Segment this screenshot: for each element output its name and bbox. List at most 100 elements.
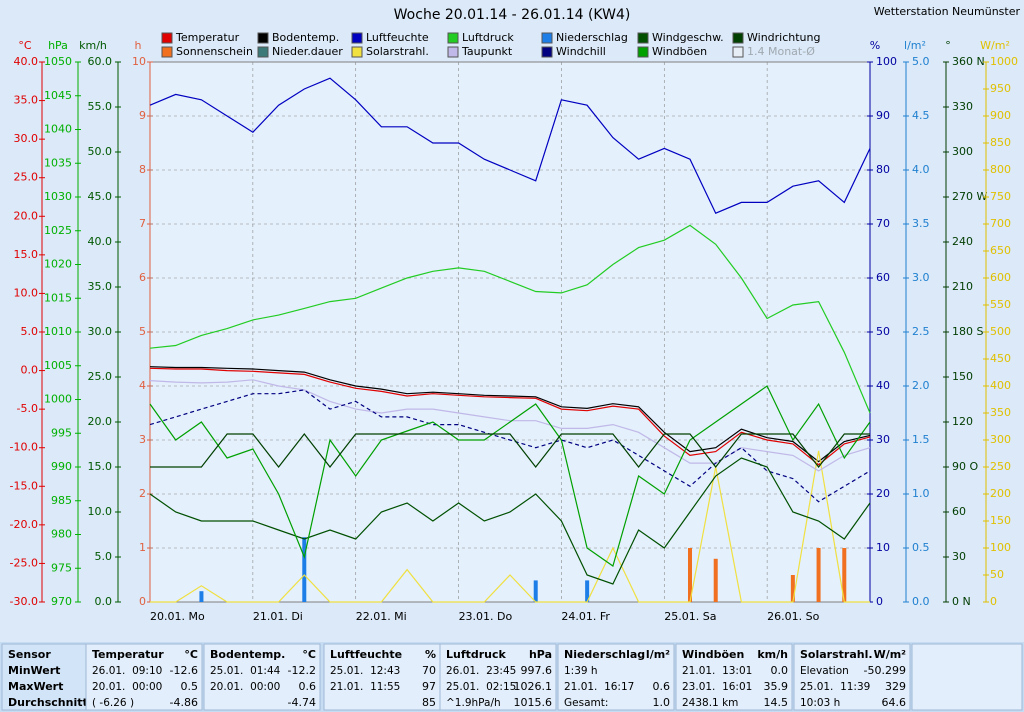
y-tick-label: 35.0 bbox=[88, 280, 113, 293]
y-tick-label: 700 bbox=[990, 217, 1011, 230]
y-tick-label: 995 bbox=[51, 426, 72, 439]
legend-swatch bbox=[637, 46, 649, 58]
cell-text: 23.01. 16:01 bbox=[682, 681, 752, 693]
column-header: Luftdruck bbox=[446, 648, 507, 661]
legend-swatch bbox=[351, 46, 363, 58]
cell-text: Gesamt: bbox=[564, 697, 608, 709]
cell-value: 1026.1 bbox=[514, 680, 553, 693]
column-header: Temperatur bbox=[92, 648, 164, 661]
y-tick-label: 850 bbox=[990, 136, 1011, 149]
y-tick-label: 1000 bbox=[990, 55, 1018, 68]
table-header: Sensor bbox=[8, 648, 51, 661]
y-tick-label: 1025 bbox=[44, 224, 72, 237]
column-header: Windböen bbox=[682, 648, 744, 661]
cell-value: 64.6 bbox=[882, 696, 907, 709]
legend-label: Windböen bbox=[652, 45, 707, 58]
y-tick-label: -20.0 bbox=[10, 518, 38, 531]
column-unit: °C bbox=[184, 648, 198, 661]
bar bbox=[688, 548, 692, 602]
legend-swatch bbox=[732, 46, 744, 58]
y-tick-label: 100 bbox=[990, 541, 1011, 554]
x-tick-label: 20.01. Mo bbox=[150, 610, 205, 623]
column-header: Bodentemp. bbox=[210, 648, 285, 661]
y-tick-label: 15.0 bbox=[14, 248, 39, 261]
y-tick-label: 10 bbox=[132, 55, 146, 68]
series-line bbox=[149, 367, 871, 466]
cell-value: 0.5 bbox=[181, 680, 199, 693]
cell-text: 1:39 h bbox=[564, 665, 598, 677]
legend-swatch bbox=[257, 46, 269, 58]
y-tick-label: 970 bbox=[51, 595, 72, 608]
cell-text: Elevation bbox=[800, 665, 849, 677]
y-tick-label: -25.0 bbox=[10, 556, 38, 569]
cell-value: 997.6 bbox=[521, 664, 553, 677]
legend-label: Windchill bbox=[556, 45, 606, 58]
y-tick-label: 35.0 bbox=[14, 94, 39, 107]
cell-value: -50.299 bbox=[864, 664, 906, 677]
bar bbox=[533, 580, 538, 602]
legend-label: Bodentemp. bbox=[272, 31, 339, 44]
series-line bbox=[149, 379, 871, 472]
y-tick-label: 90 bbox=[876, 109, 890, 122]
column-header: Solarstrahl. bbox=[800, 648, 873, 661]
bar bbox=[199, 591, 204, 602]
column-unit: hPa bbox=[529, 648, 552, 661]
legend-label: Solarstrahl. bbox=[366, 45, 429, 58]
x-tick-label: 25.01. Sa bbox=[664, 610, 716, 623]
y-tick-label: 20.0 bbox=[14, 209, 39, 222]
y-tick-label: 180 S bbox=[952, 325, 983, 338]
y-tick-label: 60.0 bbox=[88, 55, 113, 68]
y-tick-label: 450 bbox=[990, 352, 1011, 365]
y-tick-label: 650 bbox=[990, 244, 1011, 257]
cell-text: 25.01. 02:15 bbox=[446, 681, 516, 693]
y-tick-label: 330 bbox=[952, 100, 973, 113]
cell-text: 21.01. 16:17 bbox=[564, 681, 634, 693]
y-tick-label: 0 bbox=[990, 595, 997, 608]
axis-unit: W/m² bbox=[980, 39, 1010, 52]
y-tick-label: 5.0 bbox=[912, 55, 930, 68]
y-tick-label: 1020 bbox=[44, 258, 72, 271]
bar bbox=[816, 548, 821, 602]
cell-value: 97 bbox=[422, 680, 436, 693]
series-line bbox=[150, 433, 870, 468]
y-tick-label: 20 bbox=[876, 487, 890, 500]
legend-label: Nieder.dauer bbox=[272, 45, 343, 58]
y-tick-label: 45.0 bbox=[88, 190, 113, 203]
legend-label: Niederschlag bbox=[556, 31, 628, 44]
y-tick-label: 1040 bbox=[44, 123, 72, 136]
axis-unit: l/m² bbox=[904, 39, 926, 52]
column-unit: % bbox=[425, 648, 436, 661]
y-tick-label: 500 bbox=[990, 325, 1011, 338]
stats-cell bbox=[323, 643, 441, 711]
series-line bbox=[149, 224, 871, 414]
stats-cell bbox=[557, 643, 675, 711]
y-tick-label: 3 bbox=[139, 433, 146, 446]
y-tick-label: 50.0 bbox=[88, 145, 113, 158]
y-tick-label: 30 bbox=[876, 433, 890, 446]
y-tick-label: 0 N bbox=[952, 595, 971, 608]
y-tick-label: 1005 bbox=[44, 359, 72, 372]
legend-label: Luftfeuchte bbox=[366, 31, 429, 44]
column-unit: km/h bbox=[757, 648, 788, 661]
bar bbox=[585, 580, 590, 602]
column-unit: l/m² bbox=[646, 648, 670, 661]
legend-label: Luftdruck bbox=[462, 31, 514, 44]
y-tick-label: 985 bbox=[51, 494, 72, 507]
y-tick-label: 1035 bbox=[44, 156, 72, 169]
y-tick-label: 50 bbox=[876, 325, 890, 338]
y-tick-label: 800 bbox=[990, 163, 1011, 176]
y-tick-label: 3.0 bbox=[912, 271, 930, 284]
legend-swatch bbox=[732, 32, 744, 44]
y-tick-label: 5.0 bbox=[21, 325, 39, 338]
y-tick-label: 120 bbox=[952, 415, 973, 428]
cell-value: 70 bbox=[422, 664, 436, 677]
y-tick-label: 975 bbox=[51, 561, 72, 574]
y-tick-label: 40 bbox=[876, 379, 890, 392]
cell-text: 26.01. 23:45 bbox=[446, 665, 516, 677]
column-header: Niederschlag bbox=[564, 648, 645, 661]
cell-text: ^1.9hPa/h bbox=[446, 697, 501, 709]
y-tick-label: 5 bbox=[139, 325, 146, 338]
cell-value: -12.2 bbox=[288, 664, 316, 677]
cell-text: 26.01. 09:10 bbox=[92, 665, 162, 677]
